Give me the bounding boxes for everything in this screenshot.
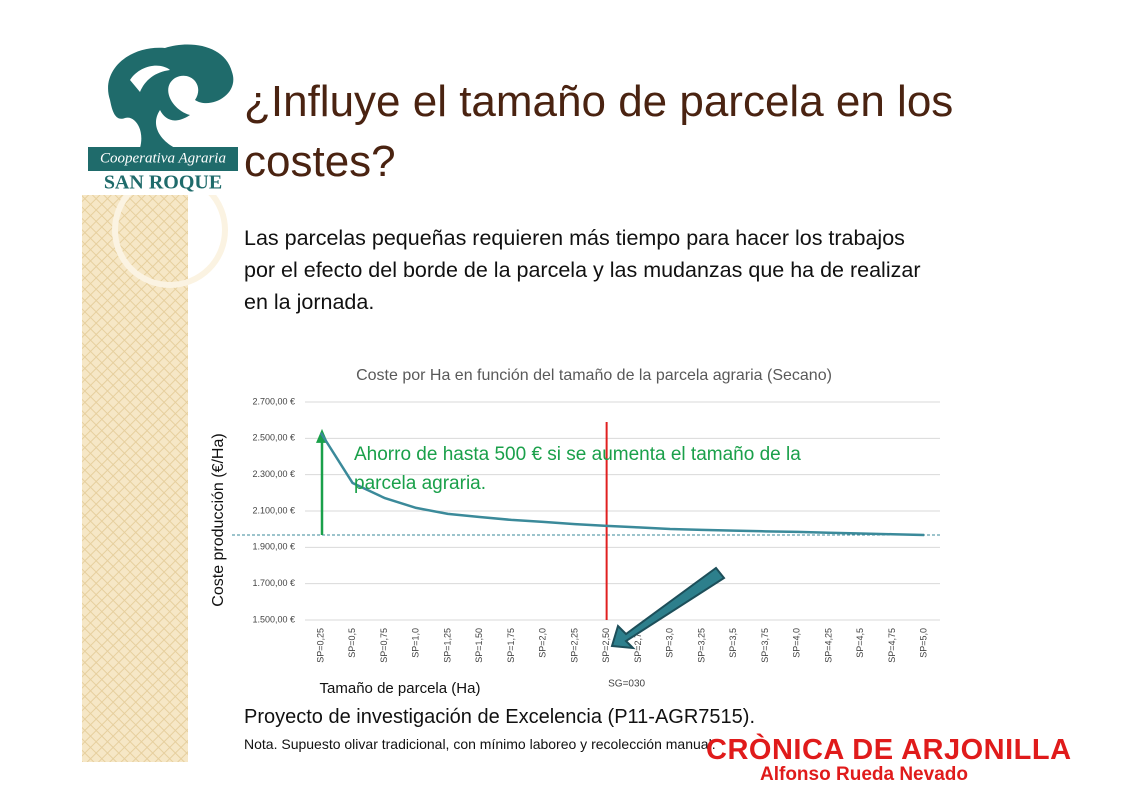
x-tick-label: SP=3,5	[728, 628, 738, 658]
y-tick-label: 2.700,00 €	[252, 396, 295, 406]
x-tick-label: SP=2,0	[538, 628, 548, 658]
x-tick-label: SP=1,75	[506, 628, 516, 663]
x-tick-label: SP=2,50	[601, 628, 611, 663]
x-tick-label: SP=1,0	[411, 628, 421, 658]
footer-note: Nota. Supuesto olivar tradicional, con m…	[244, 736, 716, 752]
x-tick-label: SP=4,0	[792, 628, 802, 658]
x-tick-label: SP=3,75	[760, 628, 770, 663]
x-tick-label: SP=4,25	[823, 628, 833, 663]
x-tick-label: SP=3,25	[696, 628, 706, 663]
body-text: Las parcelas pequeñas requieren más tiem…	[244, 226, 921, 314]
x-tick-label: SP=2,25	[569, 628, 579, 663]
x-tick-label: SP=0,25	[315, 628, 325, 663]
logo-tree	[108, 44, 234, 148]
logo-text: SAN ROQUE	[104, 172, 222, 194]
chart-title: Coste por Ha en función del tamaño de la…	[356, 367, 832, 384]
x-tick-label: SP=1,25	[442, 628, 452, 663]
x-tick-label: SP=4,75	[887, 628, 897, 663]
x-tick-label: SP=4,5	[855, 628, 865, 658]
y-tick-label: 1.900,00 €	[252, 542, 295, 552]
x-tick-label: SP=0,75	[379, 628, 389, 663]
x-tick-label: SP=5,0	[919, 628, 929, 658]
x-tick-label: SP=1,50	[474, 628, 484, 663]
data-line	[319, 432, 925, 537]
x-tick-label: SP=0,5	[347, 628, 357, 658]
watermark: CRÒNICA DE ARJONILLA	[706, 734, 1072, 766]
y-axis-label: Coste producción (€/Ha)	[210, 433, 227, 606]
y-tick-label: 2.100,00 €	[252, 505, 295, 515]
x-tick-label: SP=3,0	[665, 628, 675, 658]
watermark: Alfonso Rueda Nevado	[760, 764, 968, 785]
y-tick-label: 2.500,00 €	[252, 433, 295, 443]
x-tick-label: SP=2,75	[633, 628, 643, 663]
x-axis-label: Tamaño de parcela (Ha)	[320, 680, 481, 697]
logo-band	[88, 147, 238, 171]
annotation: Ahorro de hasta 500 € si se aumenta el t…	[354, 444, 801, 494]
plot: 1.500,00 € 1.700,00 € 1.900,00 € 2.100,00 €…	[232, 396, 940, 690]
side-stripe	[82, 195, 188, 762]
y-tick-label: 1.700,00 €	[252, 578, 295, 588]
y-tick-label: 2.300,00 €	[252, 469, 295, 479]
pointer-arrow	[610, 566, 726, 650]
footer-project: Proyecto de investigación de Excelencia …	[244, 706, 756, 728]
slide-title: ¿Influye el tamaño de parcela en los cos…	[244, 77, 954, 186]
y-tick-label: 1.500,00 €	[252, 614, 295, 624]
logo-text: Cooperativa Agraria	[100, 150, 226, 166]
marker-label: SG=030	[608, 679, 645, 690]
